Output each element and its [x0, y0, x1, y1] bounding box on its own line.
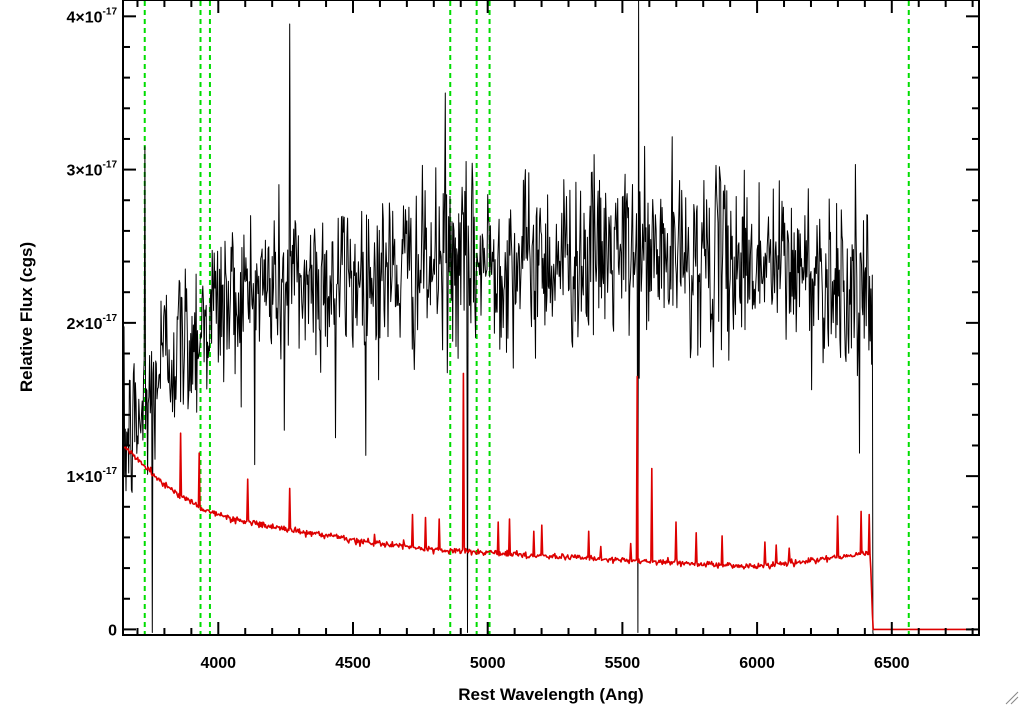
y-tick-label-0: 0: [108, 622, 117, 639]
resize-grip[interactable]: [1005, 691, 1019, 705]
x-tick-label-5000: 5000: [470, 655, 506, 672]
x-tick-label-4000: 4000: [200, 655, 236, 672]
x-axis-title: Rest Wavelength (Ang): [458, 685, 643, 704]
axis-ticks: [124, 1, 978, 634]
y-tick-label-3: 3×10-17: [67, 160, 118, 180]
x-tick-label-6000: 6000: [739, 655, 775, 672]
y-tick-labels: 0 1×10-17 2×10-17 3×10-17 4×10-17: [67, 6, 118, 639]
y-tick-label-2: 2×10-17: [67, 313, 118, 333]
x-tick-labels: 4000 4500 5000 5500 6000 6500: [200, 655, 909, 672]
x-tick-label-4500: 4500: [335, 655, 371, 672]
series-layer: [123, 0, 978, 635]
plot-frame: [122, 0, 980, 636]
y-tick-label-1: 1×10-17: [67, 466, 118, 486]
y-axis-title: Relative Flux (cgs): [17, 242, 36, 392]
series-line-0: [123, 0, 874, 635]
y-tick-label-4: 4×10-17: [67, 6, 118, 26]
x-tick-label-6500: 6500: [874, 655, 910, 672]
series-line-1: [123, 372, 978, 631]
x-tick-label-5500: 5500: [605, 655, 641, 672]
